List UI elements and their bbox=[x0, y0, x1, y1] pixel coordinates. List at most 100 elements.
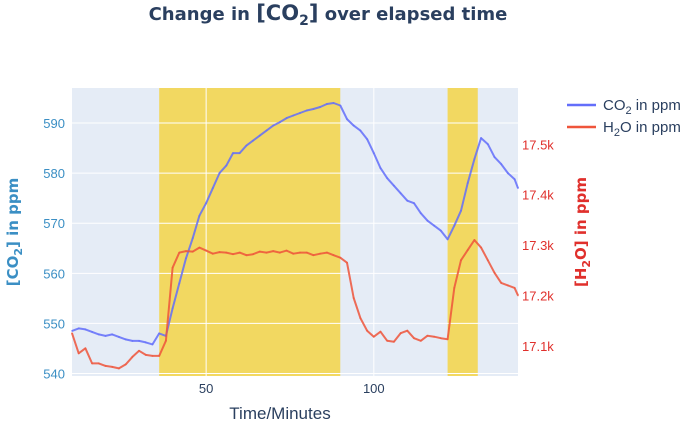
data-point-1-28 bbox=[258, 250, 261, 253]
data-point-1-66 bbox=[513, 286, 516, 289]
data-point-0-34 bbox=[299, 112, 301, 114]
legend-label-co2: CO2 in ppm bbox=[603, 97, 681, 117]
legend: CO2 in ppm H2O in ppm bbox=[567, 97, 681, 139]
data-point-0-52 bbox=[419, 212, 422, 215]
data-point-0-32 bbox=[285, 117, 288, 119]
y-axis-left-label: [CO2] in ppm bbox=[4, 178, 25, 287]
data-point-1-26 bbox=[245, 254, 248, 257]
x-axis-label: Time/Minutes bbox=[229, 404, 330, 423]
data-point-1-47 bbox=[386, 339, 389, 342]
legend-label-h2o: H2O in ppm bbox=[603, 119, 681, 139]
data-point-0-10 bbox=[138, 340, 140, 342]
data-point-0-56 bbox=[446, 238, 449, 241]
data-point-1-37 bbox=[319, 252, 322, 255]
data-point-1-65 bbox=[507, 284, 509, 287]
data-point-1-44 bbox=[366, 329, 368, 332]
data-point-0-46 bbox=[379, 167, 382, 170]
data-point-1-7 bbox=[118, 367, 120, 370]
data-point-1-42 bbox=[352, 297, 355, 299]
data-point-0-63 bbox=[493, 156, 496, 159]
data-point-1-58 bbox=[460, 259, 462, 262]
data-point-1-55 bbox=[439, 337, 442, 340]
data-point-1-36 bbox=[312, 254, 315, 257]
y-right-tick-label-0: 17.1k bbox=[522, 339, 554, 354]
data-point-1-40 bbox=[339, 256, 342, 259]
data-point-0-22 bbox=[218, 172, 221, 175]
data-point-0-6 bbox=[111, 333, 114, 336]
data-point-1-14 bbox=[164, 339, 167, 342]
data-point-0-3 bbox=[91, 331, 94, 333]
series-line-0 bbox=[71, 102, 519, 346]
data-point-0-17 bbox=[185, 257, 187, 260]
data-point-1-52 bbox=[419, 339, 422, 342]
series-line-1 bbox=[71, 239, 519, 370]
data-point-1-61 bbox=[480, 246, 483, 249]
y-right-tick-label-4: 17.5k bbox=[522, 137, 554, 152]
y-left-tick-label-1: 550 bbox=[43, 316, 65, 331]
data-point-0-19 bbox=[198, 214, 201, 217]
data-point-0-49 bbox=[399, 192, 402, 195]
data-point-1-49 bbox=[399, 332, 402, 335]
data-point-1-2 bbox=[84, 347, 87, 350]
data-point-0-24 bbox=[232, 152, 234, 155]
data-point-1-39 bbox=[332, 254, 335, 257]
data-point-0-8 bbox=[124, 338, 127, 341]
y-right-tick-label-2: 17.3k bbox=[522, 238, 554, 253]
data-point-0-2 bbox=[84, 328, 87, 331]
data-point-0-53 bbox=[426, 219, 429, 222]
data-point-0-25 bbox=[238, 152, 241, 155]
data-point-0-9 bbox=[131, 340, 134, 342]
data-point-1-13 bbox=[158, 354, 161, 357]
legend-item-co2[interactable]: CO2 in ppm bbox=[567, 97, 681, 117]
x-tick-label-1: 100 bbox=[363, 381, 385, 396]
data-point-1-43 bbox=[359, 317, 362, 319]
data-point-1-10 bbox=[138, 349, 140, 352]
data-point-1-19 bbox=[198, 246, 201, 249]
data-point-0-41 bbox=[346, 118, 348, 120]
data-point-0-20 bbox=[205, 202, 208, 205]
data-point-0-45 bbox=[372, 152, 375, 155]
data-point-0-47 bbox=[386, 177, 389, 180]
data-point-1-17 bbox=[185, 250, 187, 253]
data-point-1-8 bbox=[124, 363, 127, 366]
data-point-1-67 bbox=[517, 294, 519, 297]
data-point-0-36 bbox=[312, 108, 315, 110]
data-point-0-48 bbox=[393, 184, 395, 187]
data-point-1-5 bbox=[104, 365, 107, 367]
data-point-1-25 bbox=[238, 251, 241, 254]
data-point-1-0 bbox=[71, 332, 73, 335]
data-point-0-12 bbox=[151, 343, 154, 346]
data-point-1-63 bbox=[493, 271, 496, 274]
data-point-0-21 bbox=[211, 187, 214, 190]
data-point-0-5 bbox=[104, 335, 107, 337]
data-point-0-1 bbox=[77, 327, 80, 330]
data-point-0-40 bbox=[339, 104, 342, 107]
data-point-0-29 bbox=[265, 129, 268, 132]
data-point-1-50 bbox=[406, 329, 409, 332]
data-point-1-9 bbox=[131, 355, 134, 358]
data-point-0-26 bbox=[245, 144, 248, 147]
data-point-0-64 bbox=[500, 163, 503, 166]
data-point-1-56 bbox=[446, 338, 449, 341]
data-point-0-18 bbox=[191, 237, 194, 240]
data-point-1-23 bbox=[225, 251, 228, 254]
data-point-0-67 bbox=[517, 187, 519, 190]
data-point-1-33 bbox=[292, 252, 295, 255]
legend-item-h2o[interactable]: H2O in ppm bbox=[567, 119, 681, 139]
data-point-1-6 bbox=[111, 366, 114, 368]
data-point-1-22 bbox=[218, 251, 221, 254]
data-point-0-11 bbox=[144, 341, 147, 344]
data-point-1-59 bbox=[466, 249, 469, 252]
data-point-1-29 bbox=[265, 251, 268, 254]
data-point-0-43 bbox=[359, 129, 362, 132]
data-point-0-50 bbox=[406, 199, 409, 202]
data-point-0-55 bbox=[439, 229, 442, 232]
data-point-0-65 bbox=[507, 172, 509, 175]
data-point-0-30 bbox=[272, 124, 275, 127]
data-point-0-0 bbox=[71, 330, 73, 332]
data-point-1-51 bbox=[413, 337, 415, 340]
highlight-region-1 bbox=[447, 88, 478, 376]
data-point-0-66 bbox=[513, 178, 516, 181]
x-tick-label-0: 50 bbox=[199, 381, 213, 396]
data-point-0-13 bbox=[158, 332, 161, 335]
